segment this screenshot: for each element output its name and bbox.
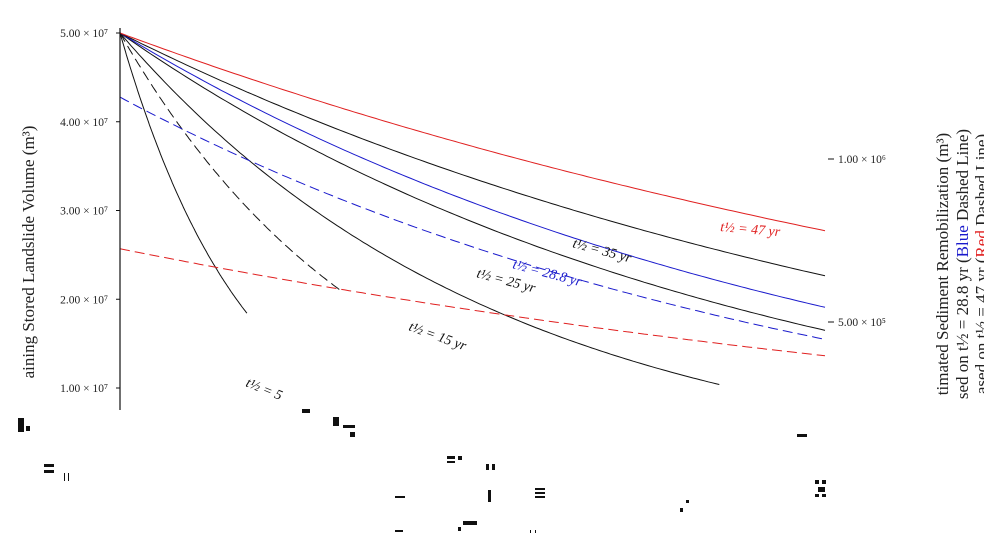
series-line — [119, 32, 826, 277]
right-axis-label-segment: sed on t½ = 28.8 yr ( — [953, 257, 972, 399]
left-tick-label: 5.00 × 10⁷ — [60, 28, 108, 40]
right-axis-label-line: ased on t½ = 47 yr (Red Dashed Line) — [972, 134, 984, 394]
left-tick-label: 2.00 × 10⁷ — [60, 294, 108, 306]
right-tick-label: 1.50 × 10⁶ — [838, 0, 886, 3]
right-axis-label: timated Sediment Remobilization (m³) sed … — [933, 129, 984, 399]
series-line — [119, 96, 826, 340]
right-axis-label-segment: Dashed Line) — [972, 134, 984, 230]
left-tick-label: 1.00 × 10⁷ — [60, 383, 108, 395]
series-line — [119, 32, 248, 314]
right-axis-label-line: timated Sediment Remobilization (m³) — [933, 133, 952, 395]
right-tick-label: 5.00 × 10⁵ — [838, 317, 886, 329]
right-axis-ticks: 1.50 × 10⁶ 1.00 × 10⁶ 5.00 × 10⁵ — [828, 0, 886, 329]
series-line — [119, 248, 826, 357]
right-axis-label-segment: Red — [972, 230, 984, 258]
series-line — [119, 32, 826, 232]
render-artifacts — [18, 409, 826, 533]
left-axis-label: aining Stored Landslide Volume (m³) — [19, 126, 38, 379]
left-tick-label: 3.00 × 10⁷ — [60, 206, 108, 218]
right-tick-label: 1.00 × 10⁶ — [838, 154, 886, 166]
right-axis-label-segment: timated Sediment Remobilization (m³) — [933, 133, 952, 395]
right-axis-label-segment: Blue — [953, 225, 972, 257]
curves-layer — [119, 32, 826, 385]
right-axis-label-segment: Dashed Line) — [953, 129, 972, 225]
series-line — [119, 32, 826, 331]
right-axis-label-line: sed on t½ = 28.8 yr (Blue Dashed Line) — [953, 129, 972, 399]
series-line — [119, 32, 341, 291]
left-tick-label: 4.00 × 10⁷ — [60, 117, 108, 129]
curve-label: t½ = 47 yr — [720, 220, 782, 240]
series-line — [119, 32, 826, 308]
curve-label: t½ = 15 yr — [407, 320, 469, 355]
series-line — [119, 32, 720, 385]
right-axis-label-segment: ased on t½ = 47 yr ( — [972, 257, 984, 394]
curve-label: t½ = 5 — [244, 376, 285, 404]
left-axis-ticks: 5.00 × 10⁷ 4.00 × 10⁷ 3.00 × 10⁷ 2.00 × 10⁷… — [60, 28, 120, 395]
